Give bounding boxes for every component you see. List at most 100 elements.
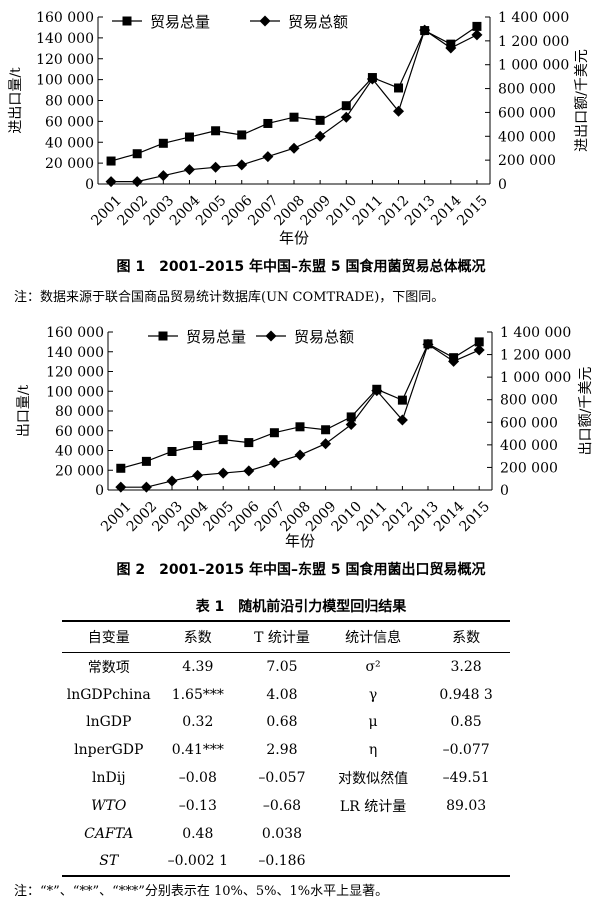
data-point-diamond	[166, 475, 178, 487]
data-point-diamond	[419, 24, 431, 36]
cell-stat-info: γ	[368, 686, 378, 703]
right-tick-label: 1 200 000	[498, 34, 569, 50]
data-point-diamond	[314, 130, 326, 142]
y-axis-title-left: 进出口量/t	[8, 67, 24, 134]
legend-label-1: 贸易总量	[186, 328, 246, 346]
cell-t-stat: –0.68	[262, 797, 302, 814]
cell-stat-info: σ²	[365, 658, 381, 675]
legend-label-2: 贸易总额	[294, 328, 354, 346]
header-t-stat: T 统计量	[240, 620, 324, 653]
data-point-square	[474, 337, 484, 347]
data-point-square	[394, 83, 404, 93]
header-variable: 自变量	[62, 620, 156, 653]
figure-2-chart: 0 20 000 40 000 60 000 80 000 100 000 120 000 1…	[0, 320, 602, 555]
x-axis-title: 年份	[279, 229, 309, 247]
cell-stat-info: 对数似然值	[338, 771, 409, 788]
left-tick-label: 80 000	[45, 94, 94, 110]
left-tick-label: 20 000	[55, 463, 104, 479]
cell-coefficient: 0.41***	[171, 742, 224, 759]
data-point-diamond	[340, 111, 352, 123]
right-tick-label: 0	[500, 483, 509, 499]
left-tick-label: 160 000	[36, 10, 94, 26]
left-tick-label: 120 000	[36, 52, 94, 68]
cell-stat-coefficient: –0.077	[442, 742, 490, 759]
figure-2-caption: 图 2 2001–2015 年中国–东盟 5 国食用菌出口贸易概况	[116, 562, 486, 578]
x-tick-label: 2015	[454, 193, 491, 230]
cell-variable: lnDij	[92, 770, 126, 787]
cell-coefficient: –0.002 1	[155, 847, 241, 878]
table-row: lnperGDP 0.41*** 2.98 η –0.077	[62, 736, 510, 764]
data-point-square	[218, 435, 228, 445]
table-row: 常数项 4.39 7.05 σ² 3.28	[62, 653, 510, 681]
cell-t-stat: 4.08	[266, 686, 298, 703]
legend-marker-diamond	[265, 330, 277, 342]
data-point-diamond	[471, 29, 483, 41]
data-point-square	[289, 112, 299, 122]
right-tick-label: 1 000 000	[500, 370, 571, 386]
cell-stat-info: μ	[368, 714, 378, 731]
data-point-square	[193, 441, 203, 451]
data-point-diamond	[422, 338, 434, 350]
chart-svg: 0 20 000 40 000 60 000 80 000 100 000 120 000 1…	[16, 325, 594, 550]
right-tick-label: 1 000 000	[498, 58, 569, 74]
data-point-square	[341, 101, 351, 111]
cell-stat-coefficient: 89.03	[446, 797, 487, 814]
data-point-square	[106, 156, 116, 166]
cell-stat-info: LR 统计量	[339, 798, 407, 815]
cell-stat-info: η	[368, 742, 378, 759]
data-point-square	[346, 412, 356, 422]
x-tick-label: 2015	[457, 499, 494, 536]
table-row: lnDij –0.08 –0.057 对数似然值 –49.51	[62, 764, 510, 792]
cell-coefficient: 0.48	[182, 825, 214, 842]
data-point-square	[315, 115, 325, 125]
data-point-diamond	[345, 419, 357, 431]
right-tick-label: 1 400 000	[498, 10, 569, 26]
cell-t-stat: 7.05	[266, 658, 298, 675]
left-tick-label: 40 000	[55, 444, 104, 460]
y-axis-title-left: 出口量/t	[16, 384, 32, 437]
left-tick-label: 60 000	[55, 424, 104, 440]
data-point-square	[269, 428, 279, 438]
cell-variable: CAFTA	[84, 825, 134, 842]
data-point-diamond	[243, 465, 255, 477]
data-point-diamond	[210, 161, 222, 173]
left-tick-label: 0	[95, 483, 104, 499]
cell-stat-coefficient	[422, 847, 510, 878]
data-point-square	[184, 132, 194, 142]
cell-variable: WTO	[91, 797, 127, 814]
cell-coefficient: 0.32	[182, 714, 214, 731]
right-tick-label: 400 000	[500, 438, 558, 454]
cell-coefficient: –0.13	[178, 797, 217, 814]
header-coefficient: 系数	[155, 620, 241, 653]
cell-t-stat: 2.98	[266, 742, 298, 759]
data-point-square	[321, 425, 331, 435]
data-point-diamond	[268, 457, 280, 469]
data-point-diamond	[236, 159, 248, 171]
data-point-diamond	[320, 438, 332, 450]
table-row: lnGDP 0.32 0.68 μ 0.85	[62, 709, 510, 737]
legend-label-1: 贸易总量	[150, 13, 210, 31]
header-stat-info: 统计信息	[323, 620, 423, 653]
right-tick-label: 800 000	[498, 82, 556, 98]
data-point-diamond	[217, 467, 229, 479]
table-row: lnGDPchina 1.65*** 4.08 γ 0.948 3	[62, 681, 510, 709]
data-point-square	[132, 149, 142, 159]
data-point-diamond	[262, 151, 274, 163]
cell-stat-coefficient: 0.948 3	[439, 686, 493, 703]
data-point-square	[167, 446, 177, 456]
cell-stat-coefficient: 3.28	[450, 658, 482, 675]
header-stat-coefficient: 系数	[422, 620, 510, 653]
data-point-square	[158, 138, 168, 148]
data-point-diamond	[183, 164, 195, 176]
cell-stat-info	[323, 847, 423, 878]
table-note: 注：“*”、“**”、“***”分别表示在 10%、5%、1%水平上显著。	[14, 884, 389, 899]
data-point-square	[237, 130, 247, 140]
table-row: CAFTA 0.48 0.038	[62, 820, 510, 848]
data-point-square	[263, 118, 273, 128]
left-tick-label: 140 000	[46, 345, 104, 361]
data-point-square	[397, 395, 407, 405]
figure-1-chart: 0 20 000 40 000 60 000 80 000 100 000 120 000 1…	[0, 0, 602, 250]
left-tick-label: 160 000	[46, 325, 104, 341]
right-tick-label: 0	[498, 177, 507, 193]
cell-stat-coefficient	[422, 820, 510, 848]
